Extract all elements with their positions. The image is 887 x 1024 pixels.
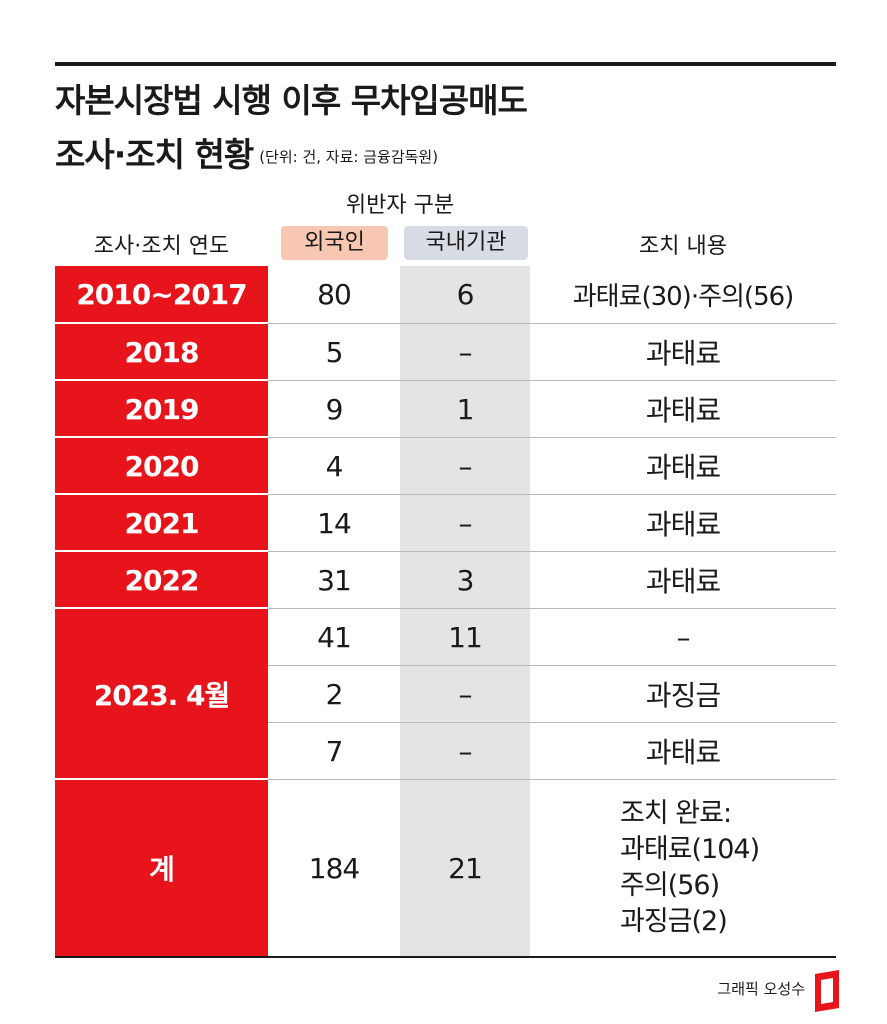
year-header: 조사·조치 연도 [93,234,230,259]
domestic-column-background [400,266,530,956]
foreign-count: 4 [325,449,344,483]
row-divider [55,380,836,381]
row-divider [55,323,836,324]
total-action-list: 조치 완료: 과태료(104) 주의(56) 과징금(2) [530,780,836,956]
action-header: 조치 내용 [639,234,727,259]
row-divider [55,608,836,609]
title-line-2-text: 조사·조치 현황 [55,135,254,174]
year-cell: 2010~2017 [55,266,268,323]
total-action-line: 주의(56) [620,870,720,901]
action-cell: 과태료(30)·주의(56) [572,282,795,312]
year-separator [55,379,268,381]
graphic-credit: 그래픽 오성수 [717,980,805,998]
total-domestic: 21 [448,851,483,885]
action-cell: 과징금 [645,679,721,712]
domestic-count: – [458,335,473,369]
domestic-count: – [458,506,473,540]
year-cell: 2022 [55,552,268,608]
year-separator [55,436,268,438]
domestic-count: 3 [456,563,475,597]
foreign-count: 5 [325,335,344,369]
action-cell: – [676,620,691,654]
domestic-count: – [458,449,473,483]
year-separator [55,778,268,780]
title-line-1: 자본시장법 시행 이후 무차입공매도 [55,81,528,120]
foreign-count: 14 [317,506,352,540]
violator-group-header: 위반자 구분 [345,193,455,218]
foreign-count: 31 [317,563,352,597]
year-separator [55,607,268,609]
domestic-header-pill: 국내기관 [404,226,528,260]
year-cell: 2019 [55,381,268,437]
domestic-count: 1 [456,392,475,426]
year-cell-2023: 2023. 4월 [55,609,268,779]
unit-note: (단위: 건, 자료: 금융감독원) [259,148,439,166]
total-foreign: 184 [308,851,360,885]
foreign-count: 2 [325,677,344,711]
domestic-count: 11 [448,620,483,654]
foreign-count: 41 [317,620,352,654]
total-action-line: 과태료(104) [620,834,760,865]
action-cell: 과태료 [645,565,721,598]
row-divider [55,551,836,552]
action-cell: 과태료 [645,337,721,370]
domestic-count: 6 [456,278,475,311]
foreign-count: 7 [325,734,344,768]
row-divider [55,437,836,438]
action-cell: 과태료 [645,736,721,769]
total-action-line: 과징금(2) [620,906,728,937]
action-cell: 과태료 [645,508,721,541]
year-separator [55,322,268,324]
row-divider [55,722,836,723]
row-divider [55,494,836,495]
foreign-count: 9 [325,392,344,426]
top-rule [55,62,836,66]
action-cell: 과태료 [645,451,721,484]
bottom-rule [55,956,836,958]
year-separator [55,550,268,552]
foreign-count: 80 [317,278,352,311]
total-action-line: 조치 완료: [620,798,732,829]
title-line-2: 조사·조치 현황 (단위: 건, 자료: 금융감독원) [55,128,438,176]
domestic-count: – [458,734,473,768]
publisher-logo-icon [815,970,839,1012]
year-separator [55,493,268,495]
year-cell: 2018 [55,324,268,380]
year-cell: 2020 [55,438,268,494]
year-cell: 2021 [55,495,268,551]
row-divider [55,779,836,780]
total-label: 계 [55,780,268,956]
foreign-header-pill: 외국인 [281,226,388,260]
row-divider [55,665,836,666]
action-cell: 과태료 [645,394,721,427]
domestic-count: – [458,677,473,711]
